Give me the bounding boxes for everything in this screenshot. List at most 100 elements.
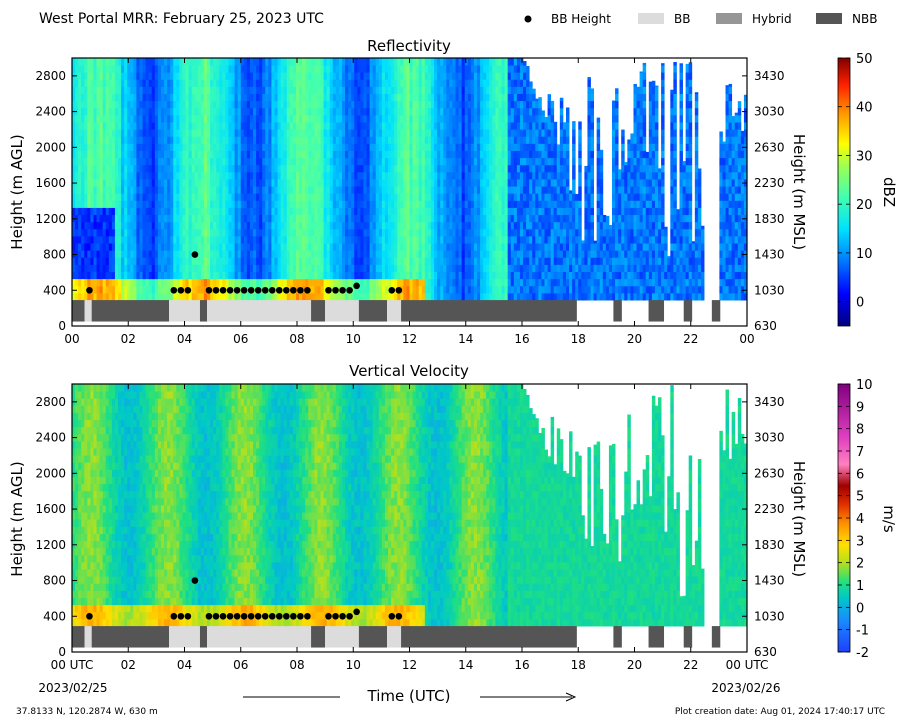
x-tick-label: 20: [627, 658, 642, 672]
y-tick-label: 1200: [35, 538, 66, 552]
x-tick-label: 00 UTC: [726, 658, 769, 672]
bb-height-point: [205, 286, 213, 294]
reflectivity-axes: 00 02 04 06 08 10 12 14 16 18 20 22 0004008001200160…: [35, 58, 785, 346]
bb-height-point: [226, 612, 234, 620]
bb-height-point: [191, 251, 199, 258]
colorbar-tick-label: 9: [856, 400, 864, 415]
legend-item: BB Height: [524, 12, 611, 26]
legend-item: Hybrid: [716, 12, 792, 26]
bb-height-point: [233, 612, 241, 620]
y-tick-label: 400: [43, 609, 66, 623]
reflectivity-ylabel: Height (m AGL): [8, 134, 26, 249]
reflectivity-panel: Reflectivity 00 02 04 06 08 10 12 14 16 18 20 22 000…: [8, 37, 898, 346]
classification-segment: [387, 300, 402, 322]
y-right-tick-label: 1030: [754, 609, 785, 623]
classification-segment: [199, 300, 207, 322]
velocity-panel: Vertical Velocity 00 UTC 02 04 06 08 10 12 14 16…: [8, 362, 898, 672]
bb-height-point: [212, 286, 220, 294]
x-tick-label: 16: [514, 658, 529, 672]
bb-height-point: [339, 286, 346, 294]
y-right-tick-label: 2230: [754, 176, 785, 190]
y-right-tick-label: 1430: [754, 248, 785, 262]
classification-segment: [401, 300, 577, 322]
bb-height-point: [353, 282, 360, 290]
legend-label: Hybrid: [752, 12, 792, 26]
bb-height-point: [290, 286, 297, 294]
colorbar-tick-label: 8: [856, 423, 864, 438]
reflectivity-colorbar-ticks: 50 40 30 20 10 0: [838, 52, 873, 311]
x-tick-label: 18: [571, 332, 586, 346]
legend-item: BB: [638, 12, 690, 26]
bb-height-point: [240, 286, 248, 294]
bb-height-point: [268, 286, 276, 294]
legend: BB Height BB Hybrid NBB: [524, 12, 877, 26]
legend-item: NBB: [816, 12, 877, 26]
legend-patch: [638, 13, 664, 24]
bb-height-point: [275, 612, 283, 620]
classification-segment: [72, 626, 85, 648]
x-tick-label: 02: [121, 332, 136, 346]
classification-segment: [311, 300, 326, 322]
y-right-tick-label: 3430: [754, 395, 785, 409]
bb-height-point: [290, 612, 297, 620]
y-tick-label: 2800: [35, 395, 66, 409]
classification-segment: [401, 626, 577, 648]
classification-segment: [91, 300, 170, 322]
reflectivity-colorbar: [837, 57, 851, 327]
y-right-tick-label: 2230: [754, 502, 785, 516]
colorbar-tick-label: 2: [856, 557, 864, 572]
colorbar-tick-label: -1: [856, 624, 869, 639]
x-tick-label: 08: [289, 658, 304, 672]
legend-patch: [716, 13, 742, 24]
arrow-head-icon: [565, 692, 577, 702]
x-tick-label: 06: [233, 332, 248, 346]
x-tick-label: 22: [683, 332, 698, 346]
x-tick-label: 12: [402, 332, 417, 346]
classification-segment: [613, 626, 622, 648]
bb-height-point: [247, 286, 255, 294]
x-tick-label: 06: [233, 658, 248, 672]
classification-segment: [683, 300, 693, 322]
classification-segment: [325, 300, 359, 322]
velocity-title: Vertical Velocity: [349, 362, 469, 380]
bb-height-point: [339, 612, 346, 620]
classification-segment: [207, 626, 312, 648]
classification-segment: [358, 626, 387, 648]
y-tick-label: 2000: [35, 466, 66, 480]
date-start: 2023/02/25: [38, 681, 107, 695]
figure-title: West Portal MRR: February 25, 2023 UTC: [39, 11, 324, 27]
creation-date: Plot creation date: Aug 01, 2024 17:40:1…: [675, 707, 885, 717]
classification-segment: [648, 626, 665, 648]
y-right-tick-label: 1830: [754, 212, 785, 226]
colorbar-tick-label: 7: [856, 445, 864, 460]
colorbar-tick-label: 4: [856, 512, 864, 527]
y-tick-label: 2000: [35, 140, 66, 154]
colorbar-tick-label: 0: [856, 601, 864, 616]
x-tick-label: 00: [64, 332, 79, 346]
velocity-field: [72, 384, 748, 627]
x-tick-label: 16: [514, 332, 529, 346]
classification-segment: [207, 300, 312, 322]
bb-height-point: [346, 612, 353, 620]
bb-height-point: [261, 286, 269, 294]
bb-height-point: [184, 612, 192, 620]
colorbar-tick-label: 30: [856, 149, 873, 164]
bb-height-point: [325, 286, 332, 294]
x-tick-label: 18: [571, 658, 586, 672]
y-right-tick-label: 1030: [754, 283, 785, 297]
classification-segment: [325, 626, 359, 648]
x-tick-label: 00 UTC: [51, 658, 94, 672]
bb-height-point: [170, 286, 178, 294]
velocity-ylabel: Height (m AGL): [8, 461, 26, 576]
velocity-colorbar-label: m/s: [880, 505, 898, 533]
bb-height-point: [283, 612, 290, 620]
bb-height-point: [268, 612, 276, 620]
bb-height-point: [226, 286, 234, 294]
legend-patch: [816, 13, 842, 24]
legend-label: BB Height: [551, 12, 611, 26]
bb-height-point: [283, 286, 290, 294]
reflectivity-field: [72, 58, 748, 301]
x-tick-label: 08: [289, 332, 304, 346]
y-tick-label: 2400: [35, 431, 66, 445]
